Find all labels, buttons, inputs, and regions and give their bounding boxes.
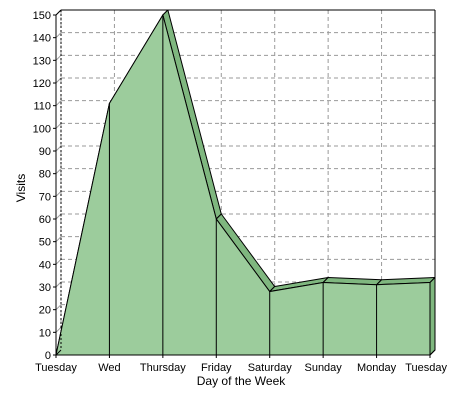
y-tick-label: 60: [39, 214, 51, 226]
y-grid-connector: [55, 145, 62, 152]
area-front-face: [376, 282, 430, 355]
plot-frame: [55, 9, 436, 356]
y-grid-connector: [55, 77, 62, 84]
x-tick-label: Wed: [98, 362, 120, 374]
area-front-face: [109, 15, 163, 355]
y-grid-connector: [55, 281, 62, 288]
y-tick-label: 120: [33, 78, 51, 90]
y-axis-ticks: 0 10 20 30 40 50 60 70 80 90 100 110 120 130 140 150: [33, 10, 56, 362]
y-tick-label: 80: [39, 169, 51, 181]
y-grid-connector: [55, 100, 62, 107]
y-grid-connector: [55, 304, 62, 311]
area-front-face: [162, 15, 217, 355]
x-tick-label: Tuesday: [405, 362, 447, 374]
y-grid-connector: [55, 168, 62, 175]
x-tick-label: Tuesday: [35, 362, 77, 374]
y-tick-label: 130: [33, 55, 51, 67]
y-tick-label: 90: [39, 146, 51, 158]
floor-right-edge: [429, 349, 436, 356]
y-grid-connector: [55, 122, 62, 129]
y-grid-connector: [55, 32, 62, 39]
area-front-face: [269, 282, 324, 355]
y-tick-label: 0: [45, 350, 51, 362]
y-grid-connector: [55, 236, 62, 243]
y-tick-label: 140: [33, 33, 51, 45]
y-axis-label: Visits: [14, 174, 28, 202]
y-grid-connector: [55, 326, 62, 333]
y-tick-label: 20: [39, 305, 51, 317]
y-tick-label: 70: [39, 191, 51, 203]
y-grid-connector: [55, 258, 62, 265]
x-axis-ticks: Tuesday Wed Thursday Friday Saturday Sunday Mo…: [35, 355, 447, 374]
x-axis-label: Day of the Week: [197, 374, 286, 388]
x-tick-label: Sunday: [304, 362, 342, 374]
series-line: [55, 13, 431, 356]
x-tick-label: Friday: [201, 362, 232, 374]
x-tick-label: Saturday: [248, 362, 293, 374]
y-tick-label: 30: [39, 282, 51, 294]
y-tick-label: 40: [39, 259, 51, 271]
area-front-face: [323, 282, 377, 355]
area-end-face: [429, 276, 436, 357]
y-grid-connector: [55, 54, 62, 61]
y-grid-connector: [55, 213, 62, 220]
y-tick-label: 10: [39, 327, 51, 339]
y-tick-label: 50: [39, 237, 51, 249]
y-grid-connector: [55, 190, 62, 197]
x-tick-label: Thursday: [140, 362, 186, 374]
y-tick-label: 110: [33, 101, 51, 113]
floor-left-edge: [55, 349, 62, 356]
y-tick-label: 100: [33, 123, 51, 135]
x-tick-label: Monday: [357, 362, 397, 374]
left-wall-top-edge: [55, 9, 62, 16]
area-series: [55, 9, 436, 357]
y-tick-label: 150: [33, 10, 51, 22]
area-front-face: [216, 219, 270, 355]
